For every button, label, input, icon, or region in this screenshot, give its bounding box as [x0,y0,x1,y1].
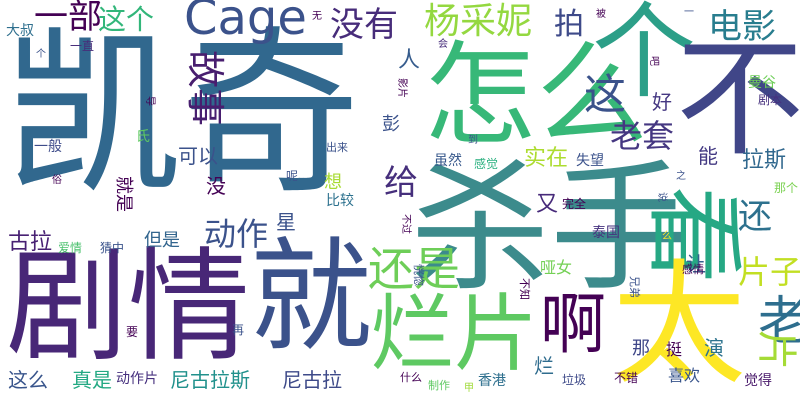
word-cloud-item: 凯奇 [4,11,360,218]
word-cloud-item: 实在 [524,146,569,171]
word-cloud-item: 片子 [738,253,800,291]
word-cloud-item: 甲 [464,383,474,394]
word-cloud-item: 但是 [144,230,180,251]
word-cloud-item: 能 [698,144,718,168]
word-cloud-item: 完全 [562,197,587,211]
word-cloud-item: 动作片 [116,371,158,387]
word-cloud-item: 这 [584,70,627,119]
word-cloud-item: 喜欢 [668,366,701,385]
word-cloud-item: 氏 [136,129,150,145]
word-cloud-item: 还 [738,197,772,237]
word-cloud-item: 比较 [326,193,354,209]
word-cloud-item: 烂片 [370,285,539,383]
word-cloud-item: 拍 [554,7,584,42]
word-cloud-item: 说 [656,192,667,202]
word-cloud-item: 个 [36,49,46,60]
word-cloud-item: 没有 [330,5,398,45]
word-cloud-item: 感情 [682,263,704,276]
word-cloud-item: 被 [596,9,606,20]
word-cloud-item: 烂 [534,354,554,378]
word-cloud-item: 哑女 [540,258,573,277]
word-cloud-item: 不过 [400,214,411,234]
word-cloud-item: 曼谷 [748,75,776,91]
word-cloud-item: 就是 [113,176,134,212]
word-cloud-item: 这个 [98,3,155,36]
word-cloud-item: 故事 [183,50,227,127]
word-cloud-item: 老套 [610,117,675,155]
word-cloud-item: 之 [676,171,686,182]
word-cloud-item: 失望 [576,153,604,169]
word-cloud-item: 什么 [400,371,422,384]
word-cloud-item: 彭 [382,114,400,135]
word-cloud-item: 泰国 [592,225,620,241]
word-cloud-item: 杀手 [410,148,691,311]
word-cloud-item: 一部 [34,0,102,37]
word-cloud-item: 香港 [478,373,506,389]
word-cloud-item: 尼古拉斯 [170,368,250,392]
word-cloud-item: 好 [652,90,672,114]
word-cloud-item: 老 [758,292,800,352]
word-cloud-item: 影片 [396,78,407,98]
word-cloud-item: 尼古拉 [282,368,342,392]
word-cloud-item: 大叔 [6,23,34,39]
word-cloud-item: 拉斯 [742,148,787,173]
word-cloud-item: 给 [384,163,418,203]
word-cloud-item: 演 [704,336,724,360]
word-cloud-item: 到 [468,135,478,146]
word-cloud-item: 动作 [204,215,269,253]
word-cloud-item: 俗 [52,175,62,186]
word-cloud-item: 太 [612,247,747,400]
word-cloud-item: 那个 [774,181,799,195]
word-cloud-item: 不知 [518,278,531,300]
word-cloud-item: 爱情 [58,241,83,255]
word-cloud-item: 让 [686,252,706,276]
word-cloud-item: 导 [144,96,155,106]
word-cloud-item: 啊 [540,286,606,363]
word-cloud-item: 想 [324,172,342,193]
word-cloud-item: 可以 [178,144,218,168]
word-cloud-item: 一般 [34,139,62,155]
word-cloud-item: 没 [206,174,226,198]
word-cloud-item: 片 [753,330,799,370]
word-cloud-item: 挺 [666,340,683,359]
word-cloud-item: 要 [126,325,139,339]
word-cloud-item: 吧 [648,56,659,66]
word-cloud-item: 不错 [614,371,639,385]
word-cloud-item: 又 [536,192,559,217]
word-cloud-item: 会 [438,39,448,50]
word-cloud-item: 还是 [368,242,460,296]
word-cloud-item: 虽然 [434,153,462,169]
word-cloud-item: 一 [684,7,694,18]
word-cloud-item: Cage [184,0,307,46]
word-cloud-item: 制作 [428,379,450,392]
word-cloud-item: 怎么 [424,31,648,161]
word-cloud-item: 么 [662,231,672,242]
word-cloud-item: 恍惚 [412,264,425,286]
word-cloud-item: 个 [592,0,697,113]
word-cloud-item: 这么 [8,368,48,392]
word-cloud-item: 那 [632,338,650,359]
word-cloud-item: 古拉 [8,230,53,255]
word-cloud-item: 杨采妮 [424,1,533,42]
word-cloud-item: 再 [232,323,245,337]
word-cloud-item: 猜中 [100,241,125,255]
word-cloud-item: 觉得 [744,373,772,389]
word-cloud-item: 无 [312,11,322,22]
word-cloud-item: 不 [676,25,800,174]
word-cloud-item: 剧情 [6,236,250,378]
word-cloud-item: 感觉 [474,157,499,171]
word-cloud-item: 一直 [70,39,95,53]
word-cloud-item: 出来 [326,141,348,154]
word-cloud-item: 电影 [708,7,776,47]
word-cloud-item: 剧本 [758,93,783,107]
word-cloud-item: 真是 [72,368,112,392]
word-cloud-item: 人 [398,48,421,73]
word-cloud-item: 就 [250,226,372,368]
word-cloud-item: 兄弟 [628,276,641,298]
word-cloud-item: 星 [276,210,296,234]
word-cloud-item: 垃圾 [562,373,587,387]
word-cloud-item: 呢 [286,169,299,183]
